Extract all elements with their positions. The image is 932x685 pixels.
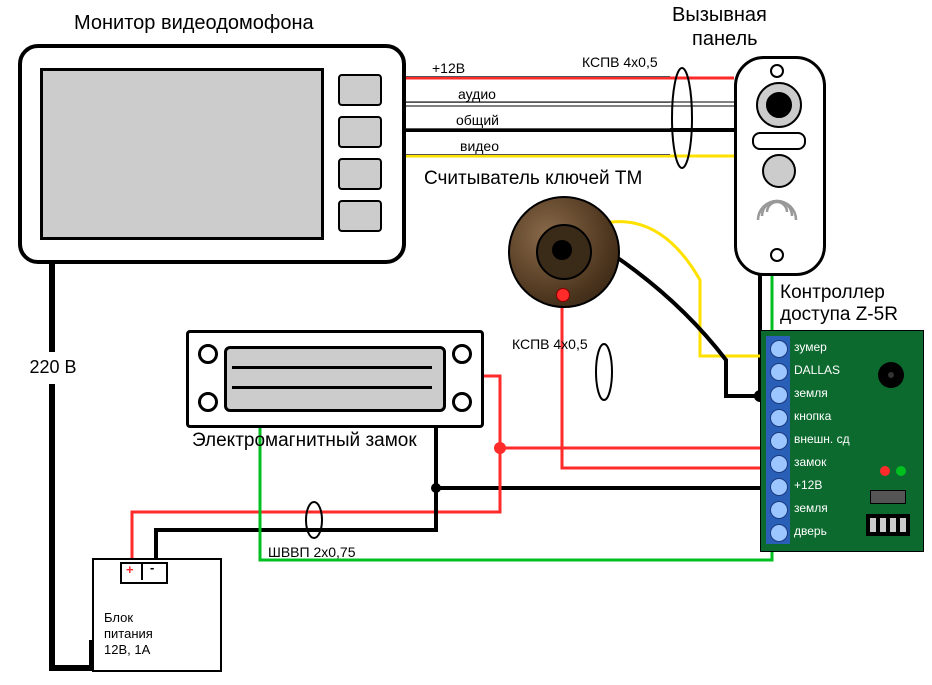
reader-title: Считыватель ключей ТМ <box>424 168 642 190</box>
buzzer-hole <box>888 372 894 378</box>
monitor-screen <box>40 68 324 240</box>
controller-terminal-label: земля <box>794 501 828 515</box>
monitor-button <box>338 116 382 148</box>
controller-title-2: доступа Z-5R <box>780 304 898 326</box>
panel-title-1: Вызывная <box>672 4 767 27</box>
psu-term-div <box>141 562 143 580</box>
controller-terminal-label: кнопка <box>794 409 831 423</box>
em-lock-plate <box>224 346 446 412</box>
lock-line <box>232 366 432 369</box>
wire-video-label: видео <box>460 138 499 154</box>
monitor-button <box>338 200 382 232</box>
controller-terminal <box>770 478 788 496</box>
cable-top-label: КСПВ 4х0,5 <box>582 54 658 70</box>
psu-text-1: Блок <box>104 610 133 625</box>
controller-terminal <box>770 409 788 427</box>
monitor-title: Монитор видеодомофона <box>74 12 314 35</box>
controller-terminal-label: +12В <box>794 478 822 492</box>
lock-hole <box>198 344 218 364</box>
rule <box>404 102 670 103</box>
panel-screw <box>770 248 784 262</box>
lock-title: Электромагнитный замок <box>192 430 417 452</box>
panel-call-button <box>762 154 796 188</box>
controller-terminal-label: земля <box>794 386 828 400</box>
dip-sw <box>880 518 886 532</box>
psu-plus: + <box>126 562 134 577</box>
panel-camera-lens <box>766 92 792 118</box>
dip-sw <box>870 518 876 532</box>
cable-mid-label: КСПВ 4х0,5 <box>512 336 588 352</box>
rule <box>404 154 670 155</box>
rule <box>404 76 670 77</box>
controller-terminal <box>770 386 788 404</box>
dip-sw <box>900 518 906 532</box>
lock-hole <box>452 392 472 412</box>
rule <box>404 128 670 129</box>
psu-text-2: питания <box>104 626 153 641</box>
controller-terminal <box>770 340 788 358</box>
wire-audio-label: аудио <box>458 86 496 102</box>
wire-common-label: общий <box>456 112 499 128</box>
controller-jumper <box>870 490 906 504</box>
lock-hole <box>452 344 472 364</box>
lock-hole <box>198 392 218 412</box>
mains-label: 220 В <box>20 352 86 384</box>
wire-12v-label: +12В <box>432 60 465 76</box>
controller-terminal-label: дверь <box>794 524 827 538</box>
controller-led-red <box>880 466 890 476</box>
monitor-button <box>338 74 382 106</box>
controller-led-green <box>896 466 906 476</box>
controller-terminal-label: зумер <box>794 340 827 354</box>
tm-reader-led <box>556 288 570 302</box>
controller-terminal <box>770 455 788 473</box>
controller-terminal-label: внешн. сд <box>794 432 850 446</box>
controller-terminal-label: DALLAS <box>794 363 840 377</box>
diagram-stage: Монитор видеодомофона Вызывная панель Сч… <box>0 0 932 685</box>
controller-terminal-label: замок <box>794 455 826 469</box>
lock-line <box>232 386 432 389</box>
controller-terminal <box>770 524 788 542</box>
tm-reader-hole <box>552 240 572 260</box>
panel-screw <box>770 64 784 78</box>
cable-bot-label: ШВВП 2х0,75 <box>268 544 356 560</box>
dip-sw <box>890 518 896 532</box>
psu-text-3: 12В, 1А <box>104 642 150 657</box>
controller-title-1: Контроллер <box>780 282 885 304</box>
controller-terminal <box>770 363 788 381</box>
panel-title-2: панель <box>692 28 758 51</box>
panel-speaker <box>752 132 806 150</box>
controller-terminal <box>770 501 788 519</box>
controller-terminal <box>770 432 788 450</box>
monitor-button <box>338 158 382 190</box>
psu-minus: - <box>150 560 154 575</box>
